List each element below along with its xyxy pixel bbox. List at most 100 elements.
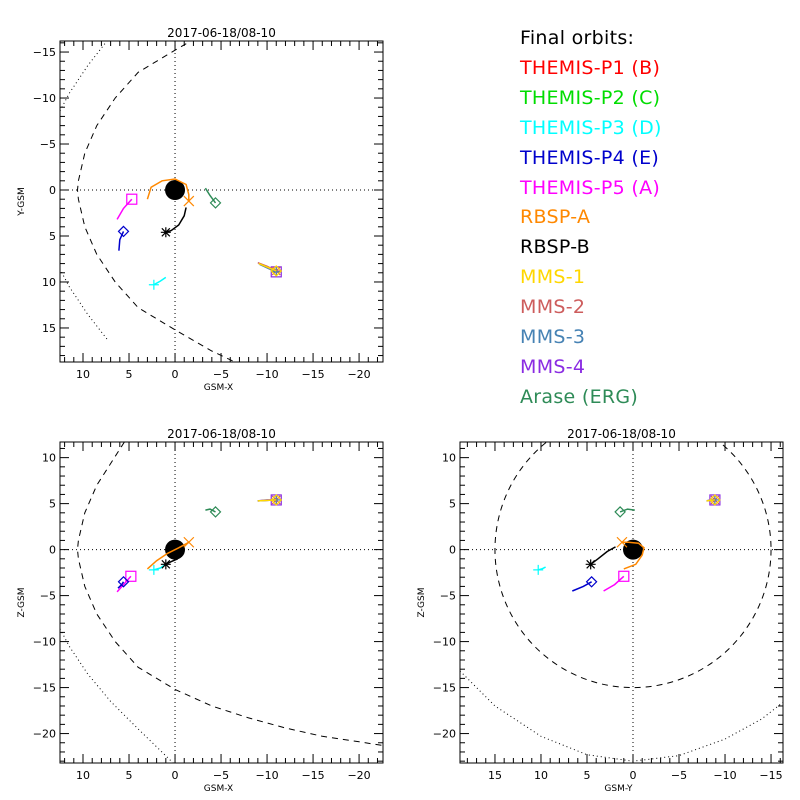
plus-marker	[148, 279, 159, 290]
x-tick-label: −5	[671, 769, 687, 782]
y-tick-label: −15	[33, 682, 56, 695]
orbit-path	[116, 198, 133, 220]
boundaries	[460, 442, 783, 762]
x-tick-label: −5	[213, 368, 229, 381]
diamond-marker	[209, 197, 222, 209]
legend-entry: RBSP-B	[520, 236, 591, 259]
diamond-marker	[270, 494, 283, 506]
track-rbsp-b	[160, 207, 187, 238]
y-tick-label: 0	[49, 544, 56, 557]
x-axis-label: GSM-X	[204, 383, 233, 393]
orbit-path	[257, 499, 277, 502]
plot-frame	[459, 441, 784, 764]
orbit-path	[204, 187, 217, 204]
orbit-path	[165, 558, 179, 565]
magnetopause-boundary	[494, 442, 772, 689]
diamond-marker	[709, 494, 721, 506]
legend-entry: THEMIS-P1 (B)	[520, 56, 661, 79]
y-tick-label: −5	[40, 138, 56, 151]
legend-entry: THEMIS-P2 (C)	[520, 86, 661, 109]
earth	[623, 539, 644, 560]
orbit-path	[590, 546, 616, 565]
x-tick-label: 0	[630, 769, 637, 782]
y-tick-label: 5	[49, 230, 56, 243]
panel-top-left: 2017-06-18/08-10 10 5 0 −5 −10 −15 −20 −15 −10 −5 0…	[17, 26, 384, 393]
x-axis-label: GSM-Y	[604, 784, 633, 794]
legend: Final orbits: THEMIS-P1 (B) THEMIS-P2 (C)…	[520, 24, 662, 413]
track-themis-p5-a-	[116, 193, 138, 220]
diamond-marker	[270, 265, 283, 277]
plot-title: 2017-06-18/08-10	[167, 26, 276, 40]
track-themis-p5-a-	[116, 570, 137, 593]
bow-shock-boundary	[60, 41, 108, 112]
boundaries	[60, 442, 383, 763]
x-tick-label: 10	[534, 769, 548, 782]
plot-title: 2017-06-18/08-10	[167, 427, 276, 441]
x-tick-label: 10	[76, 368, 90, 381]
magnetopause-boundary	[76, 41, 236, 362]
x-tick-label: −15	[301, 769, 324, 782]
x-tick-label: −15	[301, 368, 324, 381]
y-tick-label: −20	[433, 728, 456, 741]
track-themis-p5-a-	[603, 570, 630, 592]
diamond-marker	[117, 575, 130, 588]
orbit-path	[146, 178, 190, 201]
y-tick-label: 10	[442, 452, 456, 465]
y-tick-label: −5	[440, 590, 456, 603]
track-themis-p4-e-	[117, 225, 130, 251]
orbit-path	[118, 231, 125, 251]
magnetopause-boundary	[76, 442, 383, 746]
orbit-path	[258, 262, 277, 272]
y-tick-label: 10	[42, 452, 56, 465]
asterisk-marker	[585, 559, 596, 570]
track-mms-1	[258, 262, 283, 277]
x-tick-label: 0	[172, 769, 179, 782]
bow-shock-boundary	[60, 628, 174, 763]
x-tick-label: −10	[255, 368, 278, 381]
bow-shock-boundary	[460, 670, 783, 762]
orbit-path	[153, 276, 167, 286]
legend-entry: MMS-2	[520, 296, 586, 319]
x-tick-label: −10	[713, 769, 736, 782]
x-tick-label: 15	[488, 769, 502, 782]
boundaries	[60, 41, 236, 362]
asterisk-marker	[160, 227, 171, 238]
track-arase-erg-	[204, 187, 222, 209]
panel-bottom-right: 2017-06-18/08-10 15 10 5 0 −5 −10 −15 10 5 0 −5 −10 −…	[417, 427, 784, 794]
x-tick-label: 5	[126, 368, 133, 381]
legend-entry: THEMIS-P4 (E)	[520, 146, 660, 169]
earth	[165, 180, 186, 201]
orbit-path	[165, 207, 187, 234]
plot-title: 2017-06-18/08-10	[567, 427, 676, 441]
x-tick-label: −5	[213, 769, 229, 782]
orbit-path	[603, 575, 625, 592]
y-tick-label: −10	[33, 92, 56, 105]
track-rbsp-b	[585, 546, 616, 570]
square-marker	[618, 570, 630, 582]
x-axis-label: GSM-X	[204, 784, 233, 794]
track-rbsp-a	[146, 536, 195, 570]
square-marker	[125, 570, 137, 582]
y-axis-label: Y-GSM	[17, 187, 27, 216]
y-tick-label: 15	[42, 322, 56, 335]
y-tick-label: 0	[449, 544, 456, 557]
plot-frame	[59, 441, 384, 764]
track-rbsp-b	[160, 558, 179, 570]
x-tick-label: −15	[759, 769, 782, 782]
legend-entry: Arase (ERG)	[520, 385, 639, 408]
y-tick-label: −15	[433, 682, 456, 695]
x-marker	[183, 195, 195, 207]
x-tick-label: −20	[347, 368, 370, 381]
asterisk-marker	[160, 559, 171, 570]
track-themis-p3-d-	[148, 276, 167, 290]
track-themis-p4-e-	[117, 575, 130, 589]
square-marker	[126, 193, 138, 205]
track-themis-p4-e-	[572, 575, 598, 592]
x-tick-label: 10	[76, 769, 90, 782]
y-tick-label: 5	[449, 498, 456, 511]
track-arase-erg-	[614, 506, 635, 518]
x-marker	[616, 536, 628, 548]
x-tick-label: 5	[126, 769, 133, 782]
legend-entry: RBSP-A	[520, 206, 591, 229]
